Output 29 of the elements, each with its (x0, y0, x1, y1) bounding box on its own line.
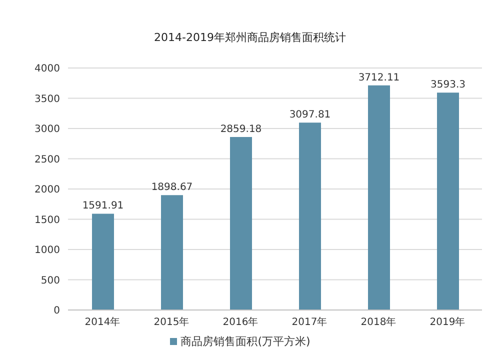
x-tick-label: 2019年 (430, 316, 466, 328)
bar (299, 122, 321, 310)
data-label: 1898.67 (151, 182, 193, 194)
data-label: 1591.91 (82, 200, 124, 212)
x-tick-label: 2017年 (292, 316, 328, 328)
bar (161, 195, 183, 310)
y-tick-label: 2500 (34, 154, 60, 166)
data-label: 3712.11 (358, 72, 400, 84)
data-label: 3593.3 (430, 80, 466, 91)
legend-label: 商品房销售面积(万平方米) (180, 335, 310, 348)
y-tick-label: 3000 (34, 124, 60, 136)
bar (92, 214, 114, 310)
y-tick-label: 3500 (34, 94, 60, 105)
bar (437, 92, 459, 310)
chart-title: 2014-2019年郑州商品房销售面积统计 (153, 30, 347, 46)
y-tick-label: 4000 (34, 64, 60, 75)
y-tick-label: 2000 (34, 184, 60, 196)
y-tick-label: 0 (54, 306, 60, 317)
x-tick-label: 2014年 (84, 316, 120, 328)
x-tick-label: 2015年 (154, 316, 190, 328)
x-tick-label: 2018年 (360, 316, 396, 328)
y-tick-label: 1500 (34, 214, 60, 226)
data-label: 3097.81 (289, 110, 331, 121)
y-tick-label: 500 (40, 275, 60, 286)
x-tick-label: 2016年 (222, 316, 258, 328)
data-label: 2859.18 (220, 124, 262, 136)
bar (230, 137, 252, 310)
y-tick-label: 1000 (34, 245, 60, 256)
bar (368, 85, 390, 310)
